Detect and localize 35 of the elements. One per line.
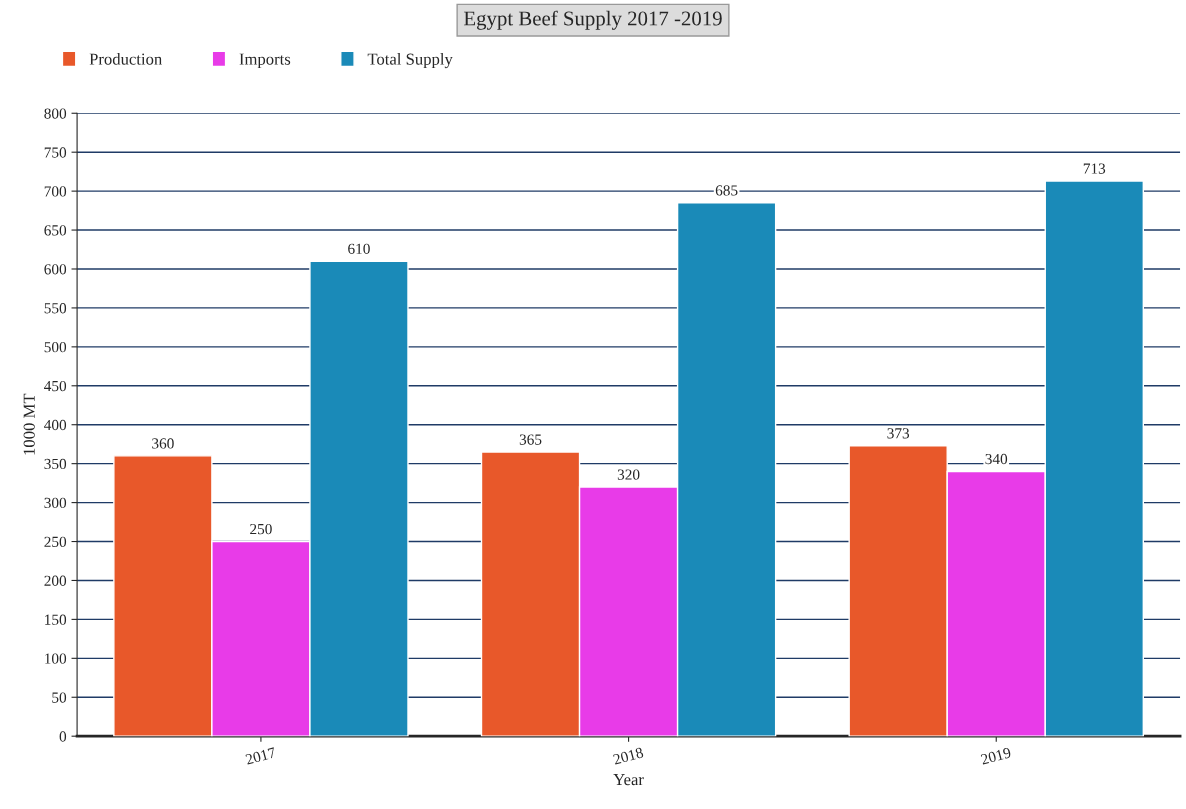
data-label: 373	[887, 428, 910, 439]
y-tick-label: 550	[44, 303, 67, 314]
y-tick-label: 350	[44, 458, 67, 470]
data-label: 250	[250, 523, 272, 535]
legend-label: Production	[89, 53, 162, 65]
data-label: 713	[1083, 163, 1106, 174]
y-tick-label: 250	[44, 536, 67, 547]
y-tick-label: 50	[52, 692, 67, 703]
data-label: 685	[715, 185, 738, 196]
y-tick-label: 700	[44, 186, 67, 197]
y-tick-label: 150	[45, 614, 67, 625]
chart-title: Egypt Beef Supply 2017 -2019	[463, 10, 722, 30]
data-label: 320	[617, 469, 640, 480]
y-tick-label: 400	[44, 419, 67, 431]
y-axis-title: 1000 MT	[23, 393, 35, 455]
data-label: 360	[152, 438, 174, 449]
data-label: 365	[519, 434, 542, 445]
data-label: 610	[348, 243, 370, 254]
legend-label: Total Supply	[367, 53, 453, 69]
x-tick-label: 2017	[245, 747, 277, 765]
y-tick-label: 650	[44, 225, 67, 236]
legend-label: Imports	[239, 53, 291, 69]
x-tick-label: 2018	[612, 747, 644, 765]
y-tick-label: 750	[44, 147, 67, 158]
y-tick-label: 0	[59, 731, 67, 742]
x-tick-label: 2019	[980, 747, 1012, 765]
y-tick-label: 300	[44, 497, 67, 509]
y-tick-label: 100	[45, 653, 67, 664]
y-tick-label: 600	[44, 264, 67, 275]
data-label: 340	[985, 453, 1008, 465]
y-tick-label: 500	[44, 342, 67, 353]
x-axis-title: Year	[613, 774, 644, 786]
y-tick-label: 800	[44, 108, 67, 119]
y-tick-label: 200	[44, 575, 67, 586]
y-tick-label: 450	[44, 380, 67, 392]
